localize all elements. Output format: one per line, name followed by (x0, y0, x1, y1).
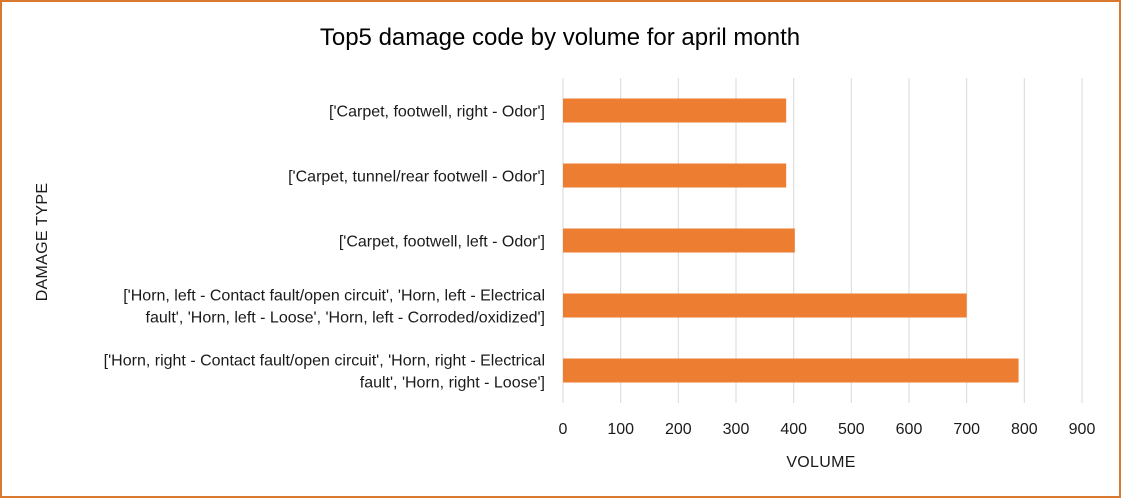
bar (563, 228, 795, 253)
bar (563, 98, 787, 123)
y-axis-title: DAMAGE TYPE (34, 183, 51, 302)
x-tick-label: 400 (780, 421, 807, 438)
x-tick-label: 800 (1011, 421, 1038, 438)
x-tick-label: 700 (953, 421, 980, 438)
category-labels: ['Carpet, footwell, right - Odor'] ['Carp… (104, 104, 545, 392)
category-label: ['Carpet, footwell, right - Odor'] (329, 104, 545, 121)
x-axis-title: VOLUME (786, 454, 855, 471)
bar (563, 163, 787, 188)
bar (563, 293, 967, 318)
category-label: ['Carpet, footwell, left - Odor'] (339, 234, 545, 251)
bars (563, 98, 1019, 383)
category-label: ['Carpet, tunnel/rear footwell - Odor'] (288, 169, 545, 186)
x-tick-label: 900 (1069, 421, 1096, 438)
chart-title: Top5 damage code by volume for april mon… (320, 24, 800, 51)
x-tick-labels: 0 100 200 300 400 500 600 700 800 900 (559, 421, 1096, 438)
x-tick-label: 100 (607, 421, 634, 438)
x-tick-label: 200 (665, 421, 692, 438)
x-tick-label: 300 (723, 421, 750, 438)
gridlines (562, 78, 1083, 403)
bar (563, 358, 1019, 383)
x-tick-label: 500 (838, 421, 865, 438)
category-label: ['Horn, left - Contact fault/open circui… (123, 288, 545, 327)
category-label: ['Horn, right - Contact fault/open circu… (104, 353, 545, 392)
x-tick-label: 0 (559, 421, 568, 438)
x-tick-label: 600 (896, 421, 923, 438)
